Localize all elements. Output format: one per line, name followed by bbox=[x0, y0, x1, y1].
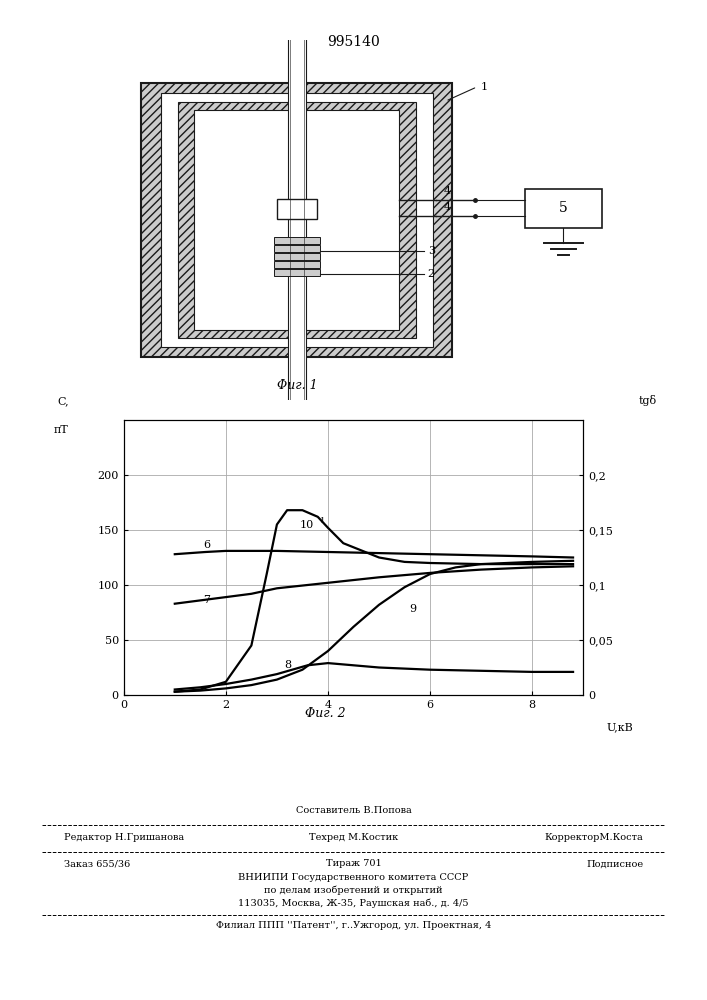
Bar bbox=[161, 93, 433, 347]
Text: Φиг. 2: Φиг. 2 bbox=[305, 707, 346, 720]
Text: 4: 4 bbox=[443, 186, 450, 196]
Text: 6: 6 bbox=[203, 540, 210, 550]
Text: КорректорМ.Коста: КорректорМ.Коста bbox=[544, 832, 643, 842]
Bar bbox=[194, 110, 399, 330]
Text: 2: 2 bbox=[428, 269, 435, 279]
Text: Подписное: Подписное bbox=[586, 859, 643, 868]
Bar bbox=[141, 83, 452, 357]
Bar bbox=[274, 253, 320, 260]
Bar bbox=[277, 199, 317, 219]
Text: пΤ: пΤ bbox=[54, 425, 69, 435]
Bar bbox=[288, 11, 306, 422]
Text: Заказ 655/36: Заказ 655/36 bbox=[64, 859, 130, 868]
Text: 5: 5 bbox=[559, 201, 568, 215]
Text: tgδ: tgδ bbox=[638, 395, 657, 406]
Bar bbox=[274, 261, 320, 268]
Text: 113035, Москва, Ж-35, Раушская наб., д. 4/5: 113035, Москва, Ж-35, Раушская наб., д. … bbox=[238, 898, 469, 908]
Bar bbox=[178, 102, 416, 338]
Bar bbox=[274, 269, 320, 276]
Text: Φиг. 1: Φиг. 1 bbox=[276, 379, 317, 392]
Text: 8: 8 bbox=[284, 660, 292, 670]
Text: 995140: 995140 bbox=[327, 35, 380, 49]
Text: Редактор Н.Гришанова: Редактор Н.Гришанова bbox=[64, 832, 184, 842]
Text: U,кВ: U,кВ bbox=[606, 722, 633, 732]
Text: 10: 10 bbox=[300, 520, 314, 530]
Text: 9: 9 bbox=[409, 604, 417, 614]
Bar bbox=[525, 188, 602, 228]
Text: 1: 1 bbox=[320, 517, 326, 525]
Text: C,: C, bbox=[57, 396, 69, 406]
Text: 3: 3 bbox=[428, 246, 435, 256]
Bar bbox=[274, 245, 320, 252]
Bar bbox=[178, 102, 416, 338]
Text: Тираж 701: Тираж 701 bbox=[326, 859, 381, 868]
Text: Техред М.Костик: Техред М.Костик bbox=[309, 832, 398, 842]
Text: 4: 4 bbox=[443, 202, 450, 212]
Bar bbox=[274, 237, 320, 244]
Text: Филиал ППП ''Патент'', г..Ужгород, ул. Проектная, 4: Филиал ППП ''Патент'', г..Ужгород, ул. П… bbox=[216, 922, 491, 930]
Text: 7: 7 bbox=[203, 595, 210, 605]
Text: Составитель В.Попова: Составитель В.Попова bbox=[296, 806, 411, 815]
Text: 1: 1 bbox=[481, 82, 488, 92]
Text: по делам изобретений и открытий: по делам изобретений и открытий bbox=[264, 885, 443, 895]
Bar bbox=[141, 83, 452, 357]
Text: ВНИИПИ Государственного комитета СССР: ВНИИПИ Государственного комитета СССР bbox=[238, 872, 469, 882]
